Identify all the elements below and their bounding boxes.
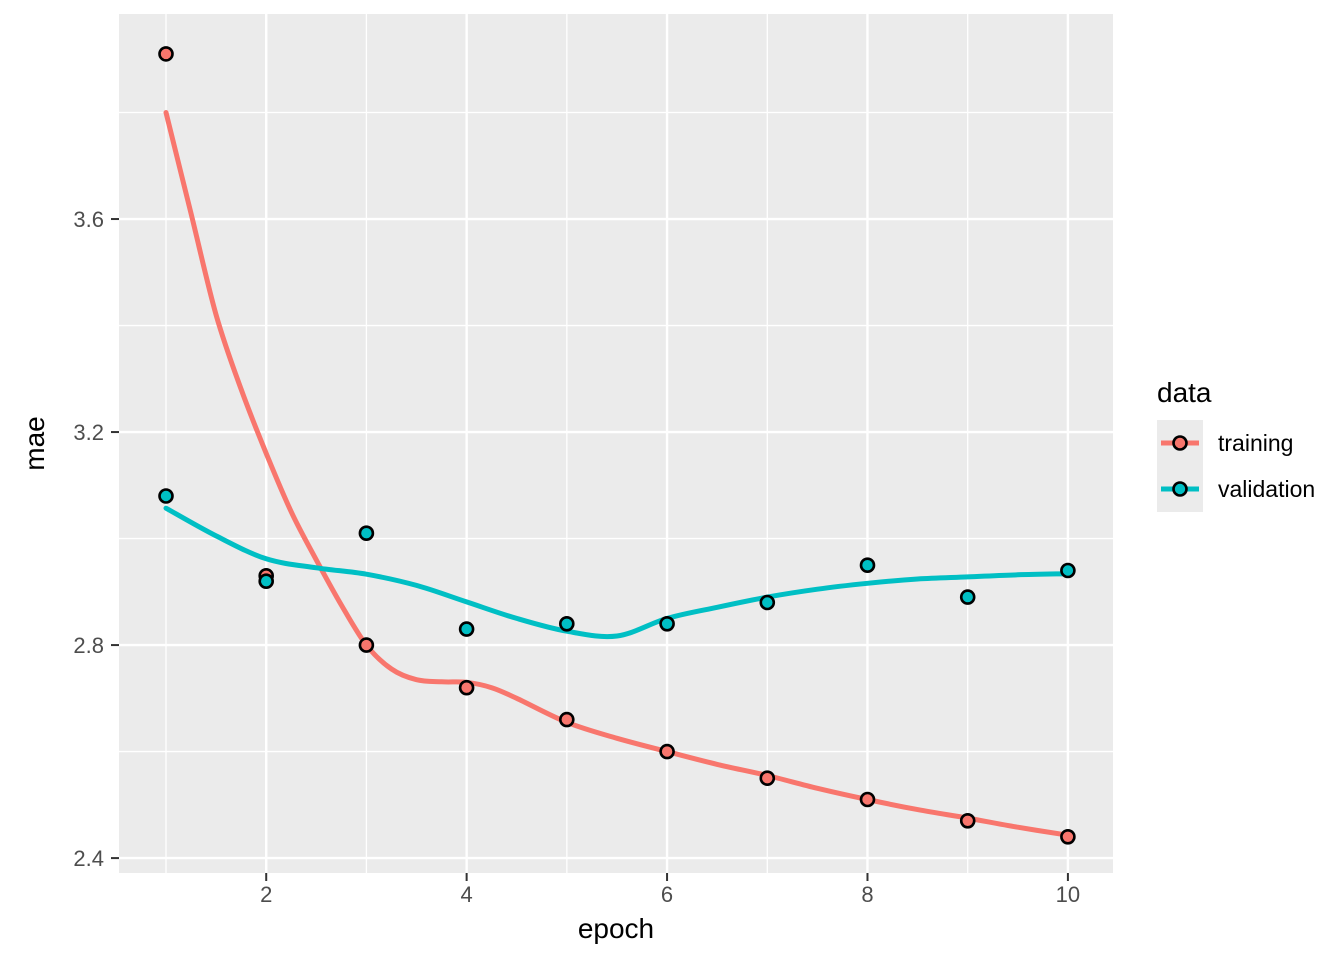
- x-tick-label: 10: [1056, 882, 1080, 907]
- training-point: [959, 812, 976, 829]
- training-point: [859, 791, 876, 808]
- x-axis-title: epoch: [578, 913, 654, 944]
- axis-tick-marks: [111, 218, 1069, 881]
- validation-point: [1060, 562, 1076, 579]
- axis-tick-labels: 2 4 6 8 10 2.4 2.8 3.2 3.6: [73, 207, 1080, 907]
- plot-panel: [119, 14, 1113, 873]
- legend-title: data: [1157, 377, 1212, 408]
- y-tick-label: 3.2: [73, 420, 104, 445]
- legend-label-training: training: [1218, 430, 1293, 456]
- validation-point: [959, 589, 976, 605]
- x-tick-label: 8: [861, 882, 873, 907]
- training-point: [558, 711, 575, 728]
- major-gridlines: [119, 14, 1113, 873]
- validation-point: [659, 615, 675, 632]
- y-tick-label: 3.6: [73, 207, 104, 232]
- legend-key-point-icon: [1172, 435, 1188, 451]
- training-point: [458, 679, 475, 696]
- legend-label-validation: validation: [1218, 476, 1315, 502]
- y-tick-label: 2.8: [73, 633, 104, 658]
- validation-point: [458, 621, 475, 637]
- legend-key-point-icon: [1172, 481, 1188, 497]
- validation-points: [158, 488, 1076, 637]
- validation-point: [558, 615, 575, 632]
- validation-point: [158, 488, 174, 504]
- training-point: [358, 637, 375, 653]
- training-point: [1060, 828, 1076, 845]
- x-tick-label: 4: [461, 882, 473, 907]
- validation-point: [759, 594, 776, 611]
- y-axis-title: mae: [19, 416, 50, 470]
- validation-point: [258, 573, 275, 590]
- training-point: [158, 46, 174, 62]
- validation-point: [358, 525, 375, 542]
- minor-gridlines: [119, 14, 1113, 873]
- validation-smooth-line: [163, 505, 1071, 640]
- x-tick-label: 2: [260, 882, 272, 907]
- validation-point: [859, 557, 876, 574]
- training-point: [759, 770, 776, 787]
- x-tick-label: 6: [661, 882, 673, 907]
- y-tick-label: 2.4: [73, 846, 104, 871]
- training-point: [659, 743, 675, 760]
